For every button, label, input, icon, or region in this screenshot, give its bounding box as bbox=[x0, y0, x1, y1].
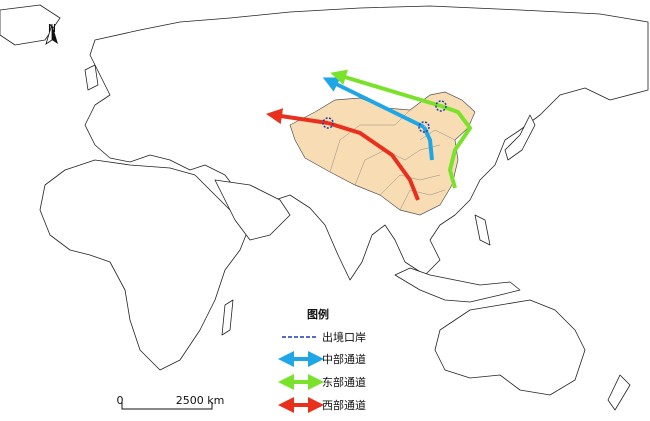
west-corridor bbox=[266, 108, 420, 201]
legend-label: 出境口岸 bbox=[322, 330, 366, 344]
madagascar bbox=[221, 299, 234, 336]
legend-label: 西部通道 bbox=[322, 398, 366, 412]
north-label: N bbox=[48, 22, 56, 35]
border-port bbox=[322, 117, 334, 129]
scale-start: 0 bbox=[117, 394, 124, 407]
north-arrow bbox=[52, 24, 58, 44]
philippines bbox=[474, 214, 491, 246]
legend-label: 东部通道 bbox=[322, 375, 366, 389]
scale-end: 2500 km bbox=[176, 394, 225, 407]
east-corridor bbox=[330, 69, 473, 189]
north-arrow bbox=[45, 23, 53, 45]
legend-label: 中部通道 bbox=[322, 352, 366, 366]
legend-title: 图例 bbox=[307, 307, 329, 321]
africa bbox=[39, 159, 251, 371]
scale-bar bbox=[121, 402, 213, 410]
japan bbox=[504, 114, 536, 161]
border-port bbox=[418, 121, 430, 133]
arabia bbox=[214, 179, 291, 241]
new-zealand bbox=[607, 374, 631, 411]
greenland bbox=[0, 4, 61, 46]
border-port bbox=[435, 100, 447, 112]
uk bbox=[84, 64, 99, 91]
australia bbox=[434, 299, 586, 396]
indonesia bbox=[394, 267, 521, 303]
